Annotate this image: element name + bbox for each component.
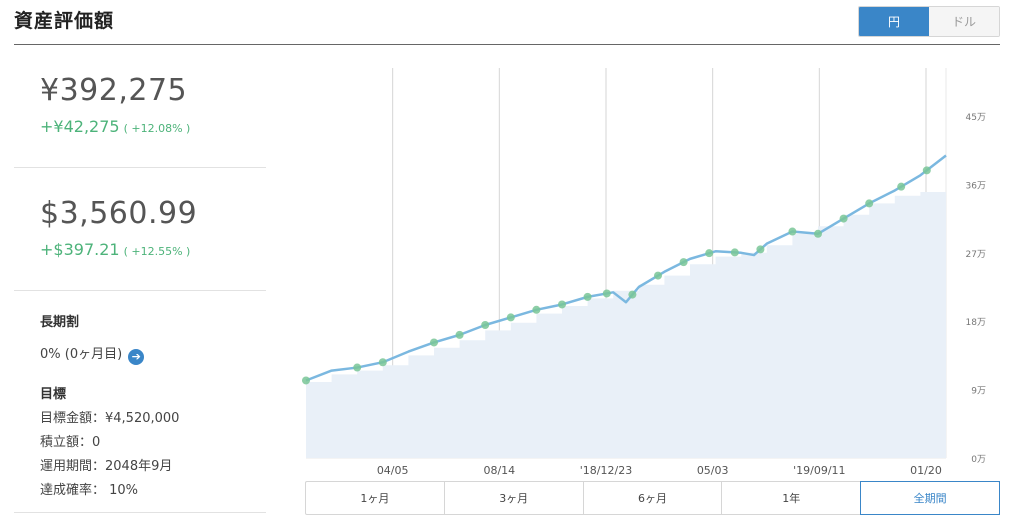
y-tick-label: 9万 — [971, 387, 986, 397]
x-tick-label: '18/12/23 — [580, 464, 632, 477]
deposit-marker — [839, 214, 848, 223]
deposit-marker — [814, 229, 822, 238]
deposit-marker — [602, 289, 611, 298]
deposit-marker — [679, 258, 688, 267]
jpy-change-pct: ( +12.08% ) — [123, 122, 191, 135]
range-tab-6m[interactable]: 6ヶ月 — [584, 482, 723, 514]
usd-change-value: +$397.21 — [40, 240, 120, 259]
x-tick-label: '19/09/11 — [793, 464, 845, 477]
deposit-marker — [430, 338, 438, 347]
deposit-marker — [558, 300, 566, 309]
deposit-marker — [481, 321, 490, 329]
range-tab-1y[interactable]: 1年 — [722, 482, 862, 514]
goal-period: 運用期間：2048年9月 — [40, 459, 173, 474]
deposit-marker — [897, 182, 906, 191]
currency-yen-button[interactable]: 円 — [859, 7, 929, 36]
y-tick-label: 36万 — [966, 181, 986, 191]
deposit-marker — [532, 305, 541, 314]
contribution-area — [306, 184, 946, 458]
currency-toggle: 円 ドル — [858, 6, 1000, 37]
jpy-change-value: +¥42,275 — [40, 117, 120, 136]
info-block: 長期割 0% (0ヶ月目) ➔ 目標 目標金額：¥4,520,000 積立額：0 … — [14, 291, 266, 513]
arrow-right-icon[interactable]: ➔ — [128, 349, 145, 365]
deposit-marker — [455, 330, 464, 339]
jpy-change: +¥42,275( +12.08% ) — [40, 117, 190, 136]
goal-heading: 目標 — [40, 387, 67, 402]
long-term-heading: 長期割 — [40, 315, 80, 330]
deposit-marker — [730, 248, 739, 257]
long-term-value-text: 0% (0ヶ月目) — [40, 347, 123, 362]
y-tick-label: 18万 — [966, 318, 986, 328]
deposit-marker — [756, 245, 765, 254]
y-tick-label: 0万 — [971, 455, 986, 465]
page-title: 資産評価額 — [14, 10, 115, 32]
summary-panel: ¥392,275 +¥42,275( +12.08% ) $3,560.99 +… — [14, 45, 266, 513]
jpy-total: ¥392,275 — [40, 73, 188, 108]
deposit-marker — [628, 290, 637, 299]
header-divider — [14, 44, 1000, 45]
range-tab-all[interactable]: 全期間 — [860, 481, 1000, 515]
usd-total: $3,560.99 — [40, 196, 198, 231]
usd-change: +$397.21( +12.55% ) — [40, 240, 190, 259]
x-tick-label: 05/03 — [697, 464, 729, 477]
x-tick-label: 04/05 — [377, 464, 409, 477]
deposit-marker — [705, 249, 714, 258]
y-tick-label: 27万 — [966, 250, 986, 260]
jpy-amount-block: ¥392,275 +¥42,275( +12.08% ) — [14, 45, 266, 168]
long-term-value: 0% (0ヶ月目) ➔ — [40, 343, 145, 365]
deposit-marker — [654, 271, 662, 280]
range-tabs: 1ヶ月 3ヶ月 6ヶ月 1年 全期間 — [305, 481, 1000, 515]
range-tab-3m[interactable]: 3ヶ月 — [445, 482, 584, 514]
usd-change-pct: ( +12.55% ) — [123, 245, 191, 258]
x-tick-label: 01/20 — [910, 464, 942, 477]
asset-chart: 04/05 08/14 '18/12/23 05/03 '19/09/11 01/20 0万… — [302, 68, 986, 477]
deposit-marker — [788, 227, 797, 236]
deposit-marker — [583, 292, 592, 301]
y-tick-label: 45万 — [966, 113, 986, 123]
range-tab-1m[interactable]: 1ヶ月 — [306, 482, 445, 514]
usd-amount-block: $3,560.99 +$397.21( +12.55% ) — [14, 168, 266, 291]
deposit-marker — [302, 376, 310, 385]
deposit-marker — [506, 313, 515, 322]
goal-target-amount: 目標金額：¥4,520,000 — [40, 411, 180, 426]
deposit-marker — [378, 358, 387, 367]
deposit-marker — [922, 166, 931, 175]
currency-dollar-button[interactable]: ドル — [929, 7, 999, 36]
goal-probability: 達成確率： 10% — [40, 483, 139, 498]
deposit-marker — [865, 199, 874, 208]
deposit-marker — [353, 363, 362, 372]
x-tick-label: 08/14 — [483, 464, 515, 477]
goal-monthly: 積立額：0 — [40, 435, 101, 450]
